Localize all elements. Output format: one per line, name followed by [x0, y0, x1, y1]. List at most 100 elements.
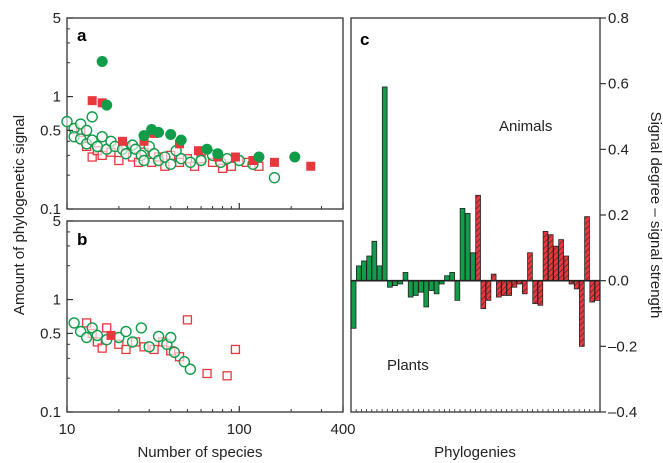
- panel-b-point-17: [68, 317, 80, 329]
- panel-a-point-29: [80, 124, 93, 137]
- panel-b-ytick-label-0: 0.1: [40, 404, 61, 421]
- panel-c-label: c: [360, 30, 369, 49]
- panel-a-point-24: [61, 115, 73, 128]
- panel-a-point-55: [221, 153, 233, 165]
- bar-animals-26: [485, 280, 492, 301]
- panel-b-point-6: [121, 344, 131, 355]
- x-tick-label-1: 100: [227, 421, 252, 438]
- panel-b-point-26: [135, 322, 148, 334]
- panel-c-bars: [350, 86, 601, 347]
- bar-plants-3: [366, 255, 372, 282]
- panel-a-point-6: [114, 155, 124, 166]
- bar-animals-25: [480, 280, 487, 309]
- bar-animals-27: [490, 273, 497, 282]
- panel-a-point-73: [138, 130, 150, 142]
- x-axis-label-c: Phylogenies: [434, 444, 516, 461]
- bar-animals-24: [475, 194, 481, 282]
- panel-a-point-80: [253, 151, 265, 163]
- panel-a-ticks: 0.1 0.5 1 5: [40, 10, 344, 218]
- panel-c-ytick-label-0: –0.4: [608, 404, 637, 421]
- panel-a-point-51: [184, 156, 197, 169]
- panel-c-ytick-label-6: 0.8: [608, 10, 629, 27]
- panel-a-point-68: [248, 156, 258, 166]
- bar-animals-30: [506, 280, 513, 296]
- bar-animals-37: [542, 231, 549, 282]
- panel-b-point-19: [80, 331, 93, 344]
- bar-plants-14: [423, 280, 430, 308]
- panel-b-point-32: [178, 356, 191, 368]
- panel-b-point-16: [230, 344, 241, 355]
- panel-a-label: a: [77, 26, 87, 45]
- annotation-animals: Animals: [499, 118, 552, 135]
- bar-animals-36: [537, 280, 544, 306]
- panel-b-point-31: [168, 346, 181, 358]
- bar-animals-33: [521, 280, 528, 295]
- panel-a-point-34: [96, 130, 108, 143]
- panel-c-ytick-label-5: 0.6: [608, 76, 629, 93]
- panel-a-point-33: [91, 140, 104, 153]
- panel-a-point-79: [212, 148, 224, 160]
- panel-a-point-62: [139, 136, 149, 146]
- bar-plants-7: [387, 280, 393, 288]
- panel-a-point-69: [269, 157, 279, 167]
- bar-animals-39: [553, 245, 559, 282]
- panel-b-ytick-label-3: 5: [53, 213, 61, 230]
- annotation-plants: Plants: [387, 357, 429, 374]
- bar-plants-0: [350, 280, 357, 329]
- bar-plants-6: [381, 86, 388, 282]
- panel-b-points: [68, 315, 241, 381]
- bar-plants-5: [376, 265, 383, 282]
- x-axis-label-ab: Number of species: [137, 444, 262, 461]
- panel-b-point-21: [91, 329, 104, 342]
- bar-animals-43: [573, 280, 580, 290]
- x-tick-label-2: 400: [330, 421, 355, 438]
- panel-a-points: [61, 56, 316, 184]
- bar-plants-10: [402, 272, 409, 282]
- panel-c-ytick-label-4: 0.4: [608, 141, 629, 158]
- panel-a-point-77: [175, 134, 187, 146]
- panel-a-point-48: [165, 158, 177, 170]
- y-axis-label-c: Signal degree – signal strength: [647, 112, 663, 319]
- bar-plants-2: [361, 260, 367, 282]
- panel-a-point-72: [101, 99, 113, 111]
- panel-c-ytick-label-3: 0.2: [608, 207, 629, 224]
- panel-a-point-75: [153, 126, 165, 138]
- panel-b-point-25: [126, 336, 139, 348]
- x-tick-label-0: 10: [59, 421, 76, 438]
- panel-c-ytick-label-2: 0.0: [608, 273, 629, 290]
- panel-a-point-70: [306, 161, 316, 171]
- bar-animals-28: [496, 280, 502, 298]
- bar-animals-38: [547, 234, 554, 282]
- panel-b-point-3: [97, 343, 107, 353]
- bar-plants-13: [418, 280, 424, 293]
- bar-plants-16: [433, 280, 440, 295]
- bar-plants-21: [459, 208, 466, 282]
- panel-b-ytick-label-2: 1: [53, 292, 61, 309]
- panel-b-point-4: [102, 323, 112, 333]
- panel-b: b 0.1 0.5 1 5 10 100 400: [40, 213, 355, 438]
- bar-animals-40: [558, 239, 564, 282]
- panel-b-ticks: 0.1 0.5 1 5 10 100 400: [40, 213, 355, 438]
- bar-animals-47: [594, 280, 601, 301]
- panel-b-frame: [66, 220, 344, 413]
- panel-a-point-71: [96, 56, 108, 68]
- panel-b-point-34: [106, 330, 116, 340]
- panel-a-ytick-label-0: 0.1: [40, 201, 61, 218]
- panel-a-point-59: [87, 96, 97, 106]
- panel-a-ytick-label-2: 1: [53, 89, 61, 106]
- panel-a-point-52: [195, 154, 207, 167]
- bar-animals-46: [589, 280, 596, 303]
- y-axis-label-ab: Amount of phylogenetic signal: [11, 115, 28, 315]
- panel-a-point-76: [165, 128, 177, 140]
- bar-plants-15: [428, 280, 435, 291]
- panel-b-point-14: [202, 368, 212, 379]
- panel-a-point-31: [86, 111, 98, 123]
- panel-a-point-43: [138, 154, 150, 167]
- panel-b-point-33: [184, 363, 197, 375]
- bar-plants-23: [470, 252, 476, 282]
- panel-b-point-27: [143, 341, 155, 353]
- bar-animals-34: [527, 252, 533, 282]
- panel-a-point-2: [87, 152, 97, 162]
- panel-a-ytick-label-3: 5: [53, 10, 61, 27]
